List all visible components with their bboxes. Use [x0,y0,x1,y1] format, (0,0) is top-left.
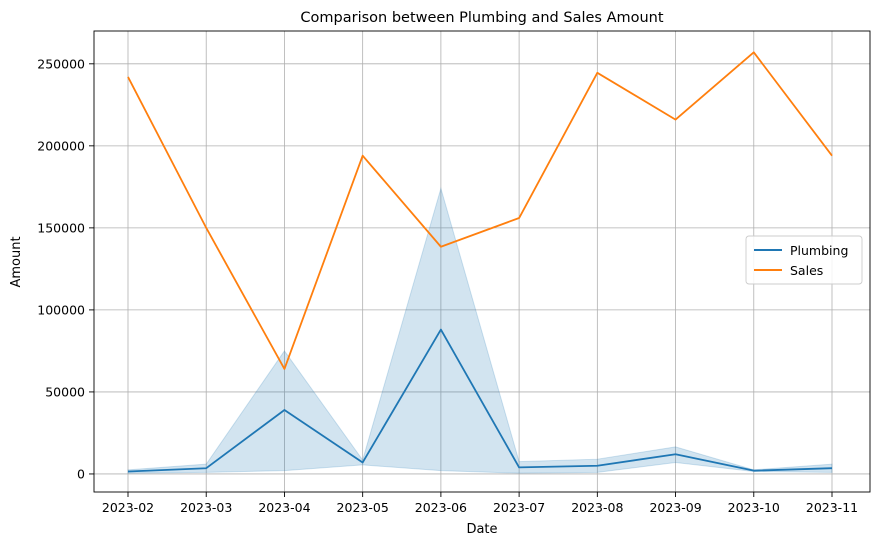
x-tick-label: 2023-05 [337,500,389,515]
x-axis-label: Date [466,522,497,537]
x-tick-label: 2023-03 [180,500,232,515]
data-point-plumbing [596,465,598,467]
x-tick-label: 2023-07 [493,500,545,515]
data-point-sales [596,72,598,74]
y-tick-label: 100000 [37,302,85,317]
x-tick-label: 2023-08 [571,500,623,515]
data-point-plumbing [205,467,207,469]
y-tick-label: 50000 [45,384,85,399]
x-tick-label: 2023-04 [258,500,310,515]
data-point-plumbing [127,470,129,472]
data-point-plumbing [361,461,363,463]
data-point-plumbing [674,453,676,455]
series-line-sales [127,51,833,370]
chart-title: Comparison between Plumbing and Sales Am… [300,10,663,26]
legend-box [745,235,863,285]
data-point-plumbing [753,469,755,471]
y-tick-label: 150000 [37,220,85,235]
y-tick-label: 200000 [37,138,85,153]
legend-label-sales: Sales [790,263,823,278]
data-point-sales [440,246,442,248]
x-tick-label: 2023-10 [728,500,780,515]
y-tick-label: 0 [77,466,85,481]
data-point-sales [205,227,207,229]
data-point-plumbing [518,466,520,468]
data-point-sales [831,154,833,156]
data-point-sales [361,154,363,156]
x-tick-label: 2023-09 [649,500,701,515]
data-point-sales [674,118,676,120]
data-point-sales [127,76,129,78]
legend-label-plumbing: Plumbing [790,243,848,258]
data-point-sales [283,368,285,370]
data-point-plumbing [440,328,442,330]
data-point-sales [753,51,755,53]
y-axis-label: Amount [9,236,24,287]
series-line-plumbing [127,328,833,473]
data-point-sales [518,217,520,219]
plumbing-confidence-band [127,186,833,474]
x-tick-label: 2023-11 [806,500,858,515]
y-tick-label: 250000 [37,56,85,71]
data-point-plumbing [831,467,833,469]
x-tick-label: 2023-06 [415,500,467,515]
axes-frame [93,30,871,493]
x-tick-label: 2023-02 [102,500,154,515]
legend: Plumbing Sales [745,235,863,285]
data-point-plumbing [283,409,285,411]
